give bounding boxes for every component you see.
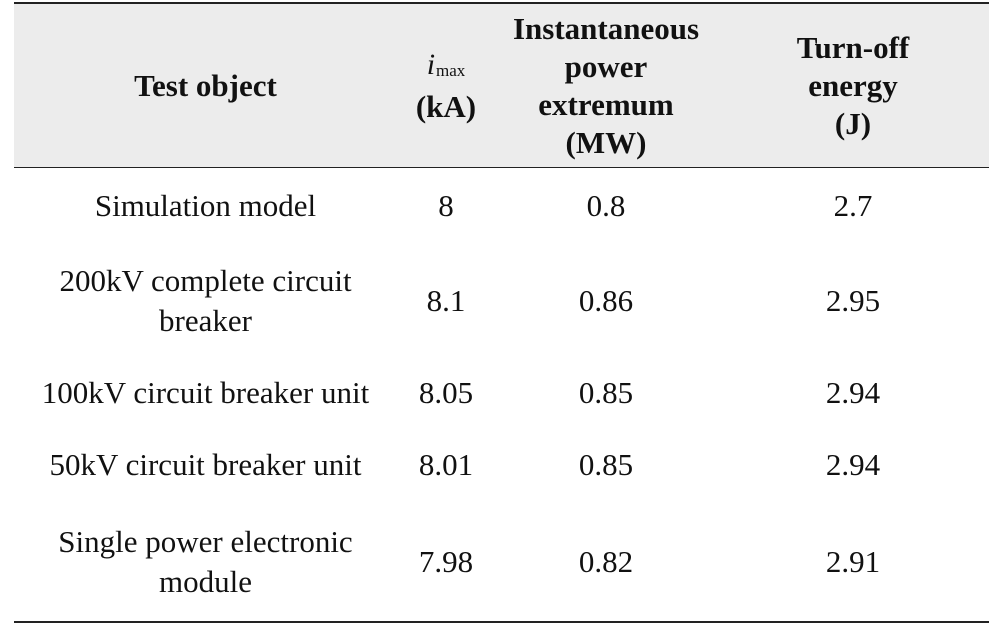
cell-power: 0.85 bbox=[578, 446, 634, 482]
imax-symbol: imax bbox=[426, 48, 466, 81]
cell-power: 0.8 bbox=[586, 187, 626, 223]
cell-energy: 2.94 bbox=[825, 446, 881, 482]
table-row: Simulation model 8 0.8 2.7 bbox=[14, 168, 989, 243]
cell-energy: 2.91 bbox=[825, 543, 881, 579]
table-header-row: Test object imax (kA) Instantaneous powe… bbox=[14, 4, 989, 167]
table-row: 100kV circuit breaker unit 8.05 0.85 2.9… bbox=[14, 358, 989, 427]
cell-power: 0.82 bbox=[578, 543, 634, 579]
table-row: 50kV circuit breaker unit 8.01 0.85 2.94 bbox=[14, 427, 989, 502]
data-table: Test object imax (kA) Instantaneous powe… bbox=[14, 2, 989, 623]
cell-imax: 8 bbox=[438, 187, 454, 223]
table-body: Simulation model 8 0.8 2.7 200kV complet… bbox=[14, 168, 989, 621]
cell-imax: 7.98 bbox=[418, 543, 474, 579]
cell-test-object: 100kV circuit breaker unit bbox=[41, 374, 370, 410]
cell-test-object: 200kV complete circuit breaker bbox=[59, 262, 352, 338]
cell-energy: 2.7 bbox=[833, 187, 873, 223]
header-imax: imax (kA) bbox=[397, 45, 495, 126]
cell-imax: 8.01 bbox=[418, 446, 474, 482]
header-energy: Turn-off energy (J) bbox=[796, 29, 910, 141]
header-power: Instantaneous power extremum (MW) bbox=[512, 10, 700, 160]
table-row: 200kV complete circuit breaker 8.1 0.86 … bbox=[14, 243, 989, 358]
imax-unit: (kA) bbox=[415, 89, 477, 124]
cell-power: 0.86 bbox=[578, 282, 634, 318]
top-rule bbox=[14, 2, 989, 4]
cell-imax: 8.1 bbox=[426, 282, 466, 318]
cell-test-object: 50kV circuit breaker unit bbox=[49, 446, 362, 482]
bottom-rule bbox=[14, 621, 989, 623]
cell-test-object: Single power electronic module bbox=[58, 523, 353, 599]
cell-power: 0.85 bbox=[578, 374, 634, 410]
cell-imax: 8.05 bbox=[418, 374, 474, 410]
header-rule bbox=[14, 167, 989, 168]
cell-test-object: Simulation model bbox=[94, 187, 317, 223]
cell-energy: 2.95 bbox=[825, 282, 881, 318]
table-row: Single power electronic module 7.98 0.82… bbox=[14, 502, 989, 621]
header-test-object: Test object bbox=[134, 67, 277, 103]
cell-energy: 2.94 bbox=[825, 374, 881, 410]
